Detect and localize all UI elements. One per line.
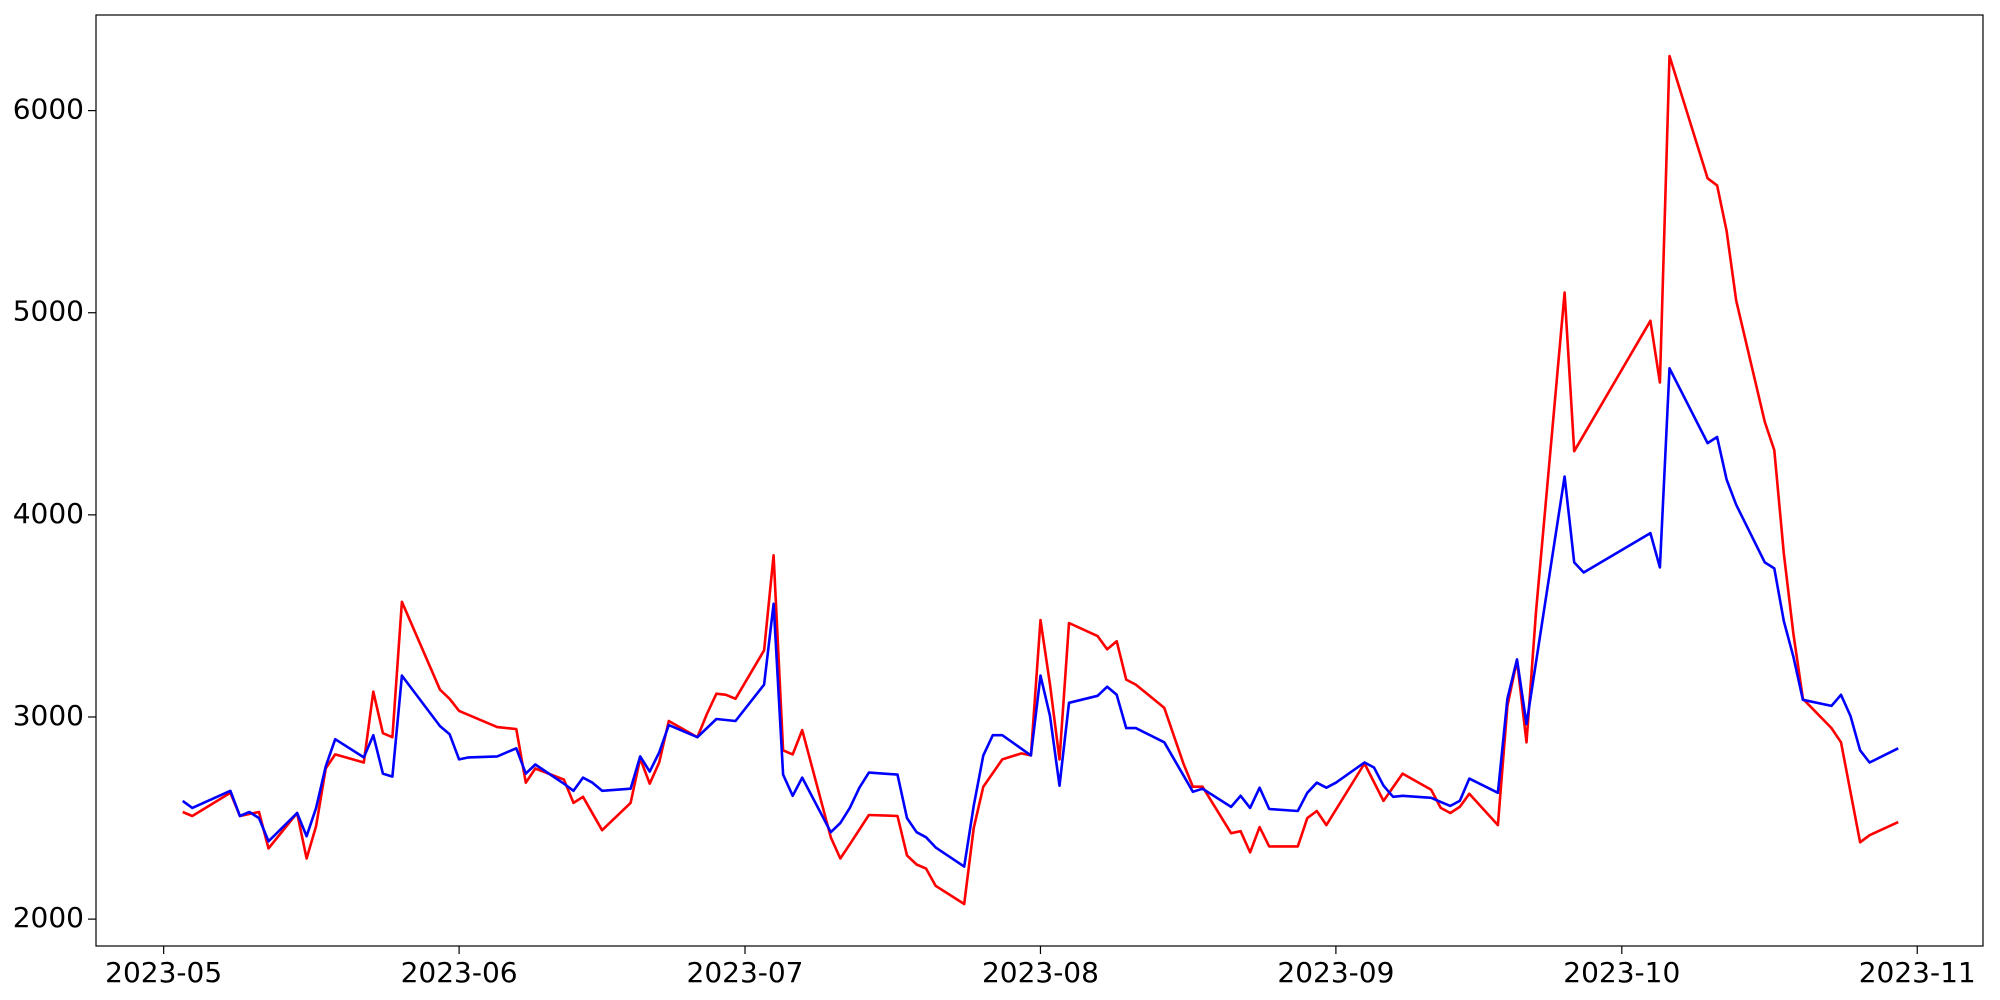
series-line bbox=[181, 367, 1899, 868]
y-tick-label: 6000 bbox=[13, 93, 84, 126]
x-tick-label: 2023-06 bbox=[401, 956, 518, 989]
y-tick-label: 3000 bbox=[13, 699, 84, 732]
x-tick-label: 2023-10 bbox=[1563, 956, 1680, 989]
y-tick-label: 2000 bbox=[13, 901, 84, 934]
y-tick-label: 5000 bbox=[13, 295, 84, 328]
x-tick-label: 2023-07 bbox=[687, 956, 804, 989]
y-tick-label: 4000 bbox=[13, 497, 84, 530]
series-line bbox=[182, 54, 1899, 906]
x-tick-label: 2023-05 bbox=[105, 956, 222, 989]
x-tick-label: 2023-11 bbox=[1859, 956, 1976, 989]
x-tick-label: 2023-08 bbox=[982, 956, 1099, 989]
plot-frame bbox=[95, 14, 1984, 947]
x-tick-label: 2023-09 bbox=[1277, 956, 1394, 989]
